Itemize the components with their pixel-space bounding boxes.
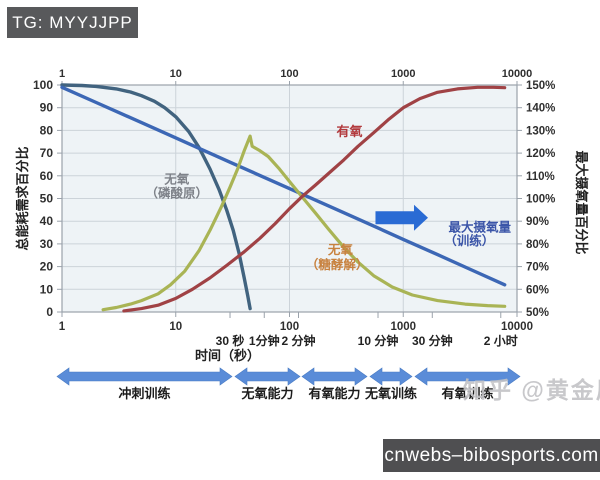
zone-arrow-icon [56, 367, 233, 386]
y-right-tick-label: 140% [526, 103, 555, 115]
x-major-tick-label: 10000 [501, 321, 533, 333]
x-top-tick-label: 1 [59, 68, 65, 80]
y-left-tick-label: 50 [40, 192, 54, 206]
label-vo2max-training: （训练） [444, 233, 494, 248]
y-left-tick-label: 40 [40, 214, 54, 228]
x-time-tick-label: 2 小时 [484, 333, 518, 348]
zone-arrow-icon [414, 367, 521, 386]
zone-label: 有氧能力 [308, 386, 360, 401]
zone-arrow-icon [369, 367, 413, 386]
tg-badge: TG: MYYJJPP [7, 7, 138, 38]
series-anaerobic-glycolytic [101, 134, 507, 312]
y-right-tick-label: 110% [526, 171, 555, 183]
x-major-tick-label: 1000 [390, 321, 416, 333]
x-time-tick-label: 30 秒 [216, 333, 245, 348]
y-right-tick-label: 60% [526, 284, 549, 296]
label-aerobic: 有氧 [337, 124, 363, 139]
label-anaerobic-glycolytic: （糖酵解） [306, 257, 369, 272]
zone-label: 无氧训练 [364, 386, 417, 401]
y-right-tick-label: 50% [526, 307, 549, 319]
x-time-tick-label: 30 分钟 [412, 333, 453, 348]
site-url-badge: cnwebs–bibosports.com [383, 439, 600, 472]
y-left-tick-label: 80 [40, 123, 54, 137]
watermark-text: 知乎 @黄金屋 [463, 377, 600, 403]
zone-label: 无氧能力 [240, 386, 293, 401]
y-right-tick-label: 120% [526, 148, 555, 160]
x-top-tick-label: 100 [280, 68, 298, 80]
x-top-tick-label: 1000 [391, 68, 415, 80]
x-major-tick-label: 1 [59, 321, 66, 333]
x-axis-title: 时间（秒） [195, 348, 260, 363]
y-left-tick-label: 90 [40, 101, 54, 115]
label-vo2max-training: 最大摄氧量 [448, 219, 511, 234]
y-left-tick-label: 60 [40, 169, 54, 183]
zone-label: 有氧训练 [441, 386, 493, 401]
y-right-tick-label: 130% [526, 125, 555, 137]
x-major-tick-label: 10 [169, 321, 182, 333]
y-left-tick-label: 10 [40, 282, 54, 296]
x-top-tick-label: 10000 [502, 68, 533, 80]
y-right-tick-label: 70% [526, 262, 549, 274]
y-left-tick-label: 0 [46, 305, 53, 319]
x-major-tick-label: 100 [280, 321, 299, 333]
y-left-tick-label: 70 [40, 146, 54, 160]
series-anaerobic-phosphagen [60, 83, 252, 311]
x-time-tick-label: 10 分钟 [358, 333, 399, 348]
x-time-tick-label: 1分钟 [249, 333, 280, 348]
zone-label: 冲刺训练 [118, 386, 170, 401]
y-right-tick-label: 150% [526, 80, 555, 92]
label-anaerobic-phosphagen: 无氧 [163, 172, 190, 187]
y-right-tick-label: 80% [526, 239, 549, 251]
y-left-tick-label: 100 [33, 78, 53, 92]
zone-arrow-icon [234, 367, 301, 386]
y-left-tick-label: 30 [40, 237, 54, 251]
series-vo2max-training [60, 85, 507, 287]
y-right-tick-label: 100% [526, 194, 555, 206]
series-aerobic [122, 85, 507, 313]
label-anaerobic-glycolytic: 无氧 [327, 242, 354, 257]
x-time-tick-label: 2 分钟 [281, 333, 315, 348]
x-top-tick-label: 10 [170, 68, 182, 80]
y-left-tick-label: 20 [40, 260, 54, 274]
y-right-tick-label: 90% [526, 216, 549, 228]
tg-badge-text: TG: MYYJJPP [12, 12, 133, 32]
label-anaerobic-phosphagen: （磷酸原） [145, 185, 208, 200]
y-right-axis-title: 最大摄氧量百分比 [574, 150, 589, 254]
zone-arrow-icon [301, 367, 368, 386]
flow-arrow-icon [375, 204, 428, 231]
site-url-text: cnwebs–bibosports.com [384, 444, 599, 466]
y-left-axis-title: 总能耗需求百分比 [15, 146, 30, 250]
